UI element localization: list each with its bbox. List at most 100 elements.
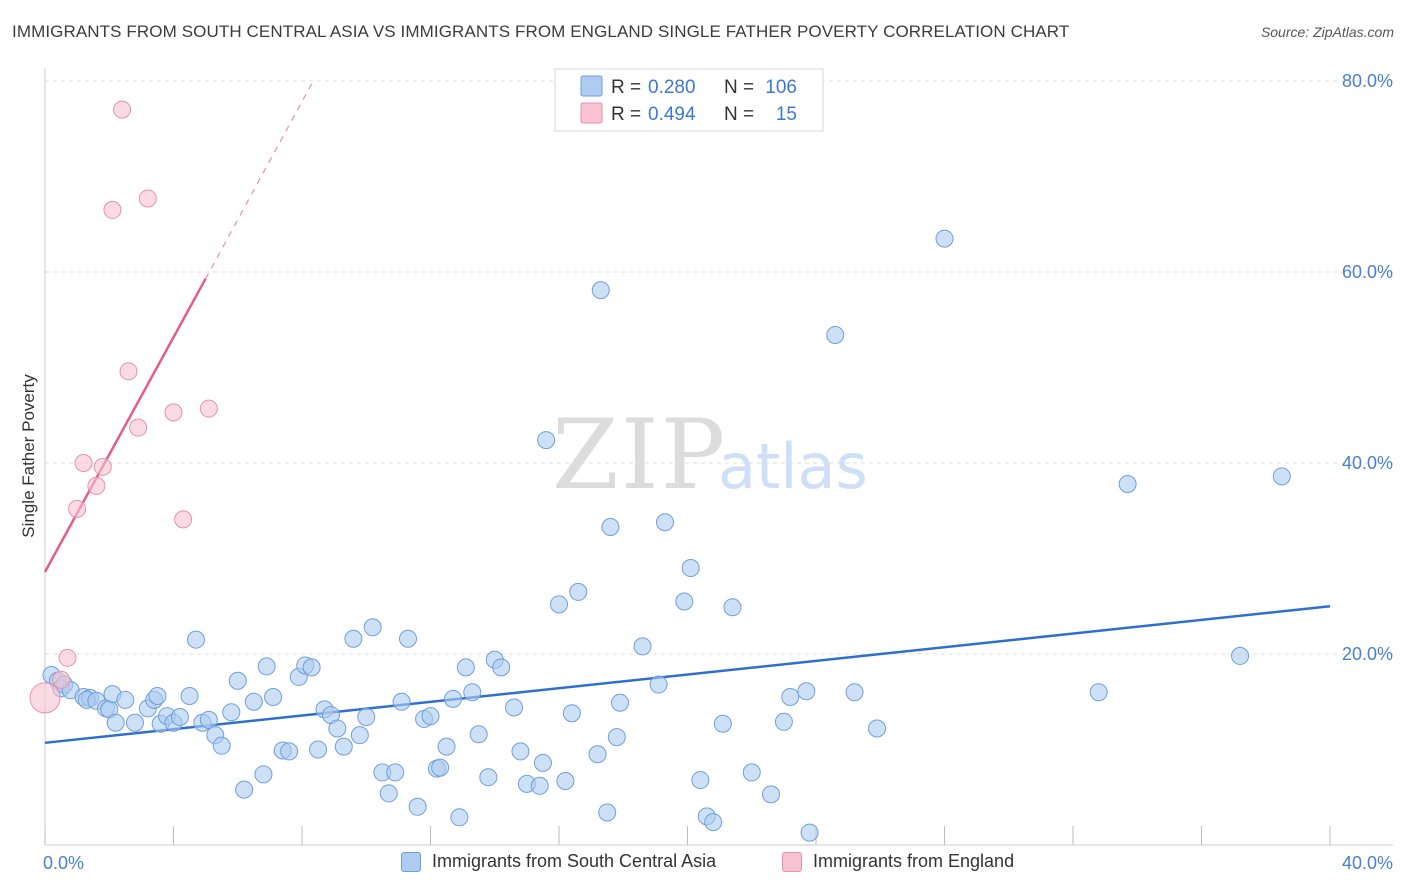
point-south-central-asia: [691, 771, 710, 790]
point-south-central-asia: [357, 708, 376, 727]
point-south-central-asia: [1089, 683, 1108, 702]
watermark-zip: ZIP: [552, 399, 727, 511]
point-south-central-asia: [562, 704, 581, 723]
point-south-central-asia: [868, 719, 887, 738]
point-south-central-asia: [1231, 646, 1250, 665]
point-south-central-asia: [479, 768, 498, 787]
point-south-central-asia: [533, 753, 552, 772]
point-south-central-asia: [116, 690, 135, 709]
point-south-central-asia: [264, 687, 283, 706]
point-england: [58, 648, 77, 667]
x-tick-label: 40.0%: [1342, 853, 1393, 873]
point-south-central-asia: [492, 658, 511, 677]
point-south-central-asia: [186, 630, 205, 649]
legend-item-south-central-asia: Immigrants from South Central Asia: [401, 851, 716, 872]
point-south-central-asia: [379, 784, 398, 803]
tick-labels: 20.0% 40.0% 60.0% 80.0% 0.0% 40.0%: [43, 71, 1393, 873]
point-south-central-asia: [437, 737, 456, 756]
legend-r-label: R =: [611, 104, 641, 125]
point-south-central-asia: [649, 675, 668, 694]
point-south-central-asia: [723, 598, 742, 617]
y-axis-label: Single Father Poverty: [19, 374, 38, 538]
point-south-central-asia: [826, 326, 845, 345]
point-south-central-asia: [148, 687, 167, 706]
point-south-central-asia: [125, 713, 144, 732]
point-south-central-asia: [713, 714, 732, 733]
point-south-central-asia: [254, 765, 273, 784]
legend-swatch-south-central-asia: [401, 851, 421, 872]
point-south-central-asia: [235, 780, 254, 799]
point-south-central-asia: [550, 595, 568, 614]
point-south-central-asia: [505, 698, 524, 717]
point-south-central-asia: [556, 772, 575, 791]
point-south-central-asia: [228, 671, 247, 690]
point-south-central-asia: [675, 592, 694, 611]
point-south-central-asia: [774, 712, 793, 731]
point-south-central-asia: [212, 736, 231, 755]
point-south-central-asia: [742, 763, 761, 782]
point-south-central-asia: [344, 629, 363, 648]
point-south-central-asia: [762, 785, 781, 804]
legend-n-label: N =: [724, 77, 754, 98]
trend-line-south-central-asia: [44, 605, 1331, 745]
point-south-central-asia: [302, 658, 321, 677]
legend-r-value: 0.280: [648, 77, 696, 98]
legend-swatch-england: [782, 851, 802, 872]
point-england: [129, 418, 148, 437]
point-south-central-asia: [280, 742, 299, 761]
point-england: [68, 499, 87, 518]
point-south-central-asia: [797, 682, 816, 701]
point-south-central-asia: [800, 823, 819, 842]
watermark: ZIP atlas: [552, 399, 868, 511]
y-tick-label: 20.0%: [1342, 644, 1393, 664]
point-south-central-asia: [350, 726, 369, 745]
point-south-central-asia: [328, 719, 347, 738]
point-england: [103, 200, 122, 219]
point-south-central-asia: [199, 710, 218, 729]
point-south-central-asia: [601, 517, 620, 536]
point-south-central-asia: [530, 776, 549, 795]
chart-title: IMMIGRANTS FROM SOUTH CENTRAL ASIA VS IM…: [12, 22, 1070, 41]
point-south-central-asia: [681, 559, 700, 578]
point-south-central-asia: [588, 745, 607, 764]
legend-label-south-central-asia: Immigrants from South Central Asia: [432, 851, 717, 871]
point-south-central-asia: [591, 281, 610, 300]
point-south-central-asia: [392, 692, 411, 711]
legend-n-value: 15: [776, 104, 797, 125]
point-south-central-asia: [408, 797, 427, 816]
point-england: [52, 670, 71, 689]
point-south-central-asia: [257, 657, 276, 676]
point-south-central-asia: [1272, 467, 1291, 486]
point-south-central-asia: [607, 728, 626, 747]
axes: [44, 68, 1393, 846]
point-south-central-asia: [106, 713, 125, 732]
point-south-central-asia: [363, 618, 382, 637]
point-south-central-asia: [704, 813, 723, 832]
point-south-central-asia: [244, 692, 263, 711]
y-tick-label: 40.0%: [1342, 453, 1393, 473]
point-south-central-asia: [611, 693, 630, 712]
trend-lines: [43, 83, 1331, 745]
point-england: [29, 682, 61, 714]
legend-box: R = 0.280 N = 106 R = 0.494 N = 15: [554, 68, 824, 132]
point-south-central-asia: [180, 687, 199, 706]
point-england: [138, 189, 157, 208]
point-south-central-asia: [443, 689, 462, 708]
point-south-central-asia: [633, 637, 652, 656]
trend-line-england-extension: [205, 83, 313, 279]
legend-r-value: 0.494: [648, 104, 696, 125]
point-south-central-asia: [450, 808, 469, 827]
trend-line-england: [43, 278, 207, 573]
scatter-points: [29, 100, 1291, 842]
point-south-central-asia: [1118, 475, 1137, 494]
point-south-central-asia: [421, 707, 440, 726]
point-south-central-asia: [569, 582, 588, 601]
point-south-central-asia: [781, 687, 800, 706]
point-south-central-asia: [656, 513, 675, 532]
legend-item-england: Immigrants from England: [782, 851, 1014, 872]
watermark-atlas: atlas: [718, 430, 868, 503]
point-south-central-asia: [537, 431, 556, 450]
point-south-central-asia: [431, 758, 450, 777]
point-england: [113, 100, 132, 119]
y-tick-label: 80.0%: [1342, 71, 1393, 91]
